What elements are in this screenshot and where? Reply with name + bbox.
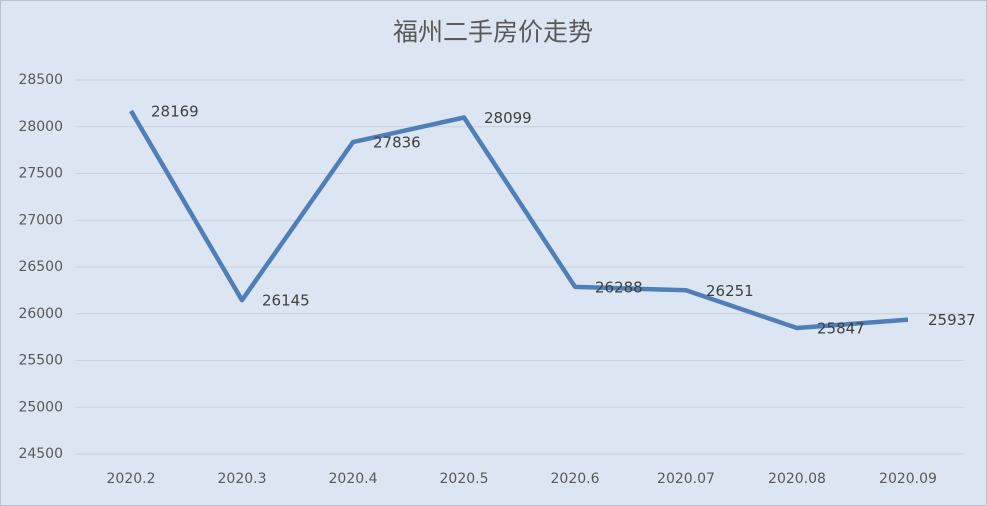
x-tick-label: 2020.4 [329,471,378,487]
data-label: 26145 [262,292,310,310]
y-tick-label: 25000 [18,399,63,415]
y-tick-label: 25500 [18,353,63,369]
y-tick-label: 26000 [18,306,63,322]
x-tick-label: 2020.3 [218,471,267,487]
y-tick-label: 28500 [18,72,63,88]
x-tick-label: 2020.6 [551,471,600,487]
data-label: 27836 [373,134,421,152]
y-tick-label: 28000 [18,119,63,135]
x-tick-label: 2020.2 [107,471,156,487]
data-label: 26288 [595,278,643,296]
x-tick-label: 2020.07 [657,471,715,487]
x-tick-label: 2020.5 [440,471,489,487]
data-label: 25847 [817,320,865,338]
y-tick-label: 24500 [18,446,63,462]
data-label: 28169 [151,102,199,120]
x-tick-label: 2020.08 [768,471,826,487]
x-tick-label: 2020.09 [879,471,937,487]
data-label: 28099 [484,109,532,127]
data-label: 26251 [706,282,754,300]
line [129,109,909,331]
y-tick-label: 26500 [18,259,63,275]
chart-title: 福州二手房价走势 [393,18,593,47]
data-label: 25937 [928,311,976,329]
y-tick-label: 27000 [18,212,63,228]
y-tick-label: 27500 [18,166,63,182]
